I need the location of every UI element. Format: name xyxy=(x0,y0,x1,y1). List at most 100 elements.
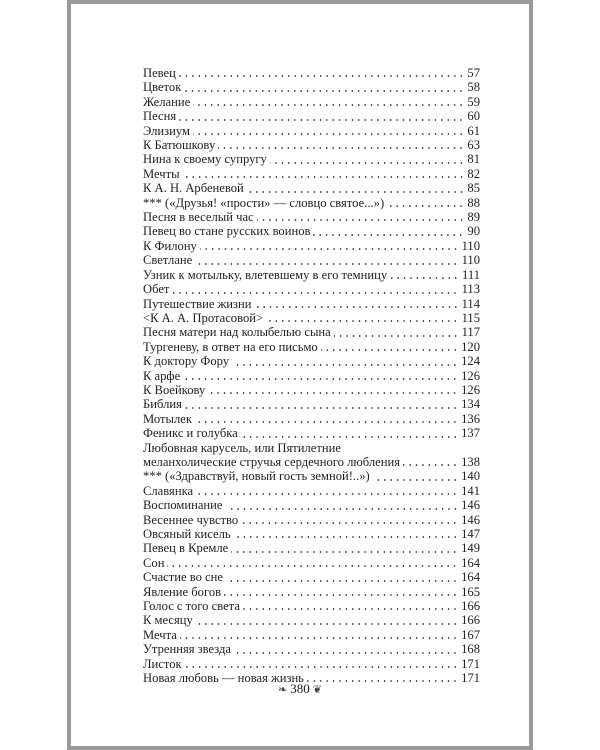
toc-entry[interactable]: Узник к мотыльку, влетевшему в его темни… xyxy=(143,268,480,282)
toc-entry-title: Феникс и голубка xyxy=(143,426,238,441)
toc-entry[interactable]: К А. Н. Арбеневой 85 xyxy=(143,181,480,195)
toc-entry[interactable]: Сон 164 xyxy=(143,556,480,570)
toc-entry[interactable]: Элизиум 61 xyxy=(143,124,480,138)
toc-entry-page: 124 xyxy=(461,354,480,369)
toc-entry[interactable]: Желание 59 xyxy=(143,95,480,109)
toc-entry[interactable]: *** («Друзья! «прости» — словцо святое..… xyxy=(143,196,480,210)
toc-entry-title-line: Любовная карусель, или Пятилетние xyxy=(143,440,341,455)
toc-entry-page: 140 xyxy=(461,469,480,484)
toc-entry-title: Весеннее чувство xyxy=(143,512,239,527)
toc-entry[interactable]: Голос с того света 166 xyxy=(143,599,480,613)
dot-leader xyxy=(225,507,459,510)
toc-entry[interactable]: Светлане 110 xyxy=(143,253,480,267)
toc-entry-page: 167 xyxy=(461,627,480,642)
dot-leader xyxy=(390,277,460,280)
toc-entry[interactable]: К доктору Фору 124 xyxy=(143,354,480,368)
toc-entry[interactable]: Путешествие жизни 114 xyxy=(143,297,480,311)
dot-leader xyxy=(178,75,465,78)
toc-entry-page: 137 xyxy=(461,426,480,441)
toc-entry-page: 168 xyxy=(461,642,480,657)
toc-entry[interactable]: К Воейкову 126 xyxy=(143,383,480,397)
toc-entry-page: 88 xyxy=(467,195,480,210)
toc-entry-page: 82 xyxy=(467,166,480,181)
toc-entry[interactable]: К Батюшкову 63 xyxy=(143,138,480,152)
toc-entry[interactable]: Певец во стане русских воинов 90 xyxy=(143,224,480,238)
toc-entry[interactable]: Нина к своему супругу 81 xyxy=(143,152,480,166)
toc-entry-page: 141 xyxy=(461,483,480,498)
toc-entry[interactable]: Феникс и голубка 137 xyxy=(143,426,480,440)
toc-entry-title: К доктору Фору xyxy=(143,354,230,369)
toc-entry-page: 136 xyxy=(461,411,480,426)
toc-entry[interactable]: Мотылек 136 xyxy=(143,412,480,426)
toc-entry-page: 60 xyxy=(467,109,480,124)
toc-entry-page: 134 xyxy=(461,397,480,412)
toc-entry-title: меланхолические стручья сердечного любле… xyxy=(143,454,401,469)
dot-leader xyxy=(403,464,459,467)
dot-leader xyxy=(306,680,459,683)
toc-entry[interactable]: К месяцу 166 xyxy=(143,613,480,627)
toc-entry-page: 59 xyxy=(467,94,480,109)
dot-leader xyxy=(313,233,465,236)
toc-entry-page: 166 xyxy=(461,613,480,628)
dot-leader xyxy=(256,219,465,222)
toc-entry-title: Овсяный кисель xyxy=(143,527,231,541)
toc-entry-title: Библия xyxy=(143,397,182,412)
toc-entry-page: 110 xyxy=(461,238,480,253)
toc-entry[interactable]: Обет 113 xyxy=(143,282,480,296)
dot-leader xyxy=(195,262,459,265)
toc-entry[interactable]: Овсяный кисель 147 xyxy=(143,527,480,541)
toc-entry-page: 89 xyxy=(467,210,480,225)
toc-entry[interactable]: меланхолические стручья сердечного любле… xyxy=(143,455,480,469)
dot-leader xyxy=(179,637,459,640)
toc-entry[interactable]: <К А. А. Протасовой> 115 xyxy=(143,311,480,325)
dot-leader xyxy=(195,622,459,625)
toc-entry[interactable]: Песня матери над колыбелью сына 117 xyxy=(143,325,480,339)
toc-entry[interactable]: Славянка 141 xyxy=(143,484,480,498)
dot-leader xyxy=(179,118,465,121)
dot-leader xyxy=(184,89,465,92)
toc-entry-title: К арфе xyxy=(143,368,181,383)
toc-entry[interactable]: Цветок 58 xyxy=(143,80,480,94)
toc-entry[interactable]: Тургеневу, в ответ на его письмо 120 xyxy=(143,340,480,354)
toc-entry-title: Явление богов xyxy=(143,584,222,599)
toc-entry[interactable]: Мечта 167 xyxy=(143,628,480,642)
toc-entry[interactable]: Новая любовь — новая жизнь 171 xyxy=(143,671,480,685)
dot-leader xyxy=(225,579,459,582)
table-of-contents: Певец 57 Цветок 58 Желание 59 Песня 60 Элизиум 61… xyxy=(143,66,480,685)
toc-entry[interactable]: *** («Здравствуй, новый гость земной!..»… xyxy=(143,469,480,483)
toc-entry[interactable]: Библия 134 xyxy=(143,397,480,411)
toc-entry[interactable]: Утренняя звезда 168 xyxy=(143,642,480,656)
toc-entry[interactable]: Листок 171 xyxy=(143,657,480,671)
toc-entry[interactable]: Весеннее чувство 146 xyxy=(143,513,480,527)
dot-leader xyxy=(254,305,459,308)
toc-entry-page: 171 xyxy=(461,671,480,686)
dot-leader xyxy=(196,493,459,496)
dot-leader xyxy=(194,421,459,424)
toc-entry-title: К Батюшкову xyxy=(143,138,216,153)
dot-leader xyxy=(269,161,465,164)
toc-entry-page: 85 xyxy=(467,181,480,196)
dot-leader xyxy=(242,608,459,611)
toc-entry-title: Мечта xyxy=(143,627,177,642)
toc-entry-title: Светлане xyxy=(143,253,193,268)
toc-entry-page: 149 xyxy=(461,541,480,556)
toc-entry[interactable]: Воспоминание 146 xyxy=(143,498,480,512)
toc-entry-page: 126 xyxy=(461,368,480,383)
toc-entry[interactable]: Певец в Кремле 149 xyxy=(143,541,480,555)
toc-entry-title: Певец в Кремле xyxy=(143,541,229,556)
toc-entry[interactable]: К арфе 126 xyxy=(143,369,480,383)
toc-entry-title: Песня в веселый час xyxy=(143,210,254,225)
dot-leader xyxy=(183,377,459,380)
toc-entry[interactable]: Песня в веселый час 89 xyxy=(143,210,480,224)
toc-entry[interactable]: К Филону 110 xyxy=(143,239,480,253)
toc-entry[interactable]: Песня 60 xyxy=(143,109,480,123)
toc-entry-title: Певец xyxy=(143,66,176,80)
toc-entry-title: Путешествие жизни xyxy=(143,296,252,311)
toc-entry[interactable]: Мечты 82 xyxy=(143,167,480,181)
toc-entry[interactable]: Счастие во сне 164 xyxy=(143,570,480,584)
toc-entry[interactable]: Явление богов 165 xyxy=(143,585,480,599)
toc-entry-page: 81 xyxy=(467,152,480,167)
toc-entry[interactable]: Певец 57 xyxy=(143,66,480,80)
toc-entry-title: Воспоминание xyxy=(143,498,223,513)
toc-entry-title: Славянка xyxy=(143,483,194,498)
